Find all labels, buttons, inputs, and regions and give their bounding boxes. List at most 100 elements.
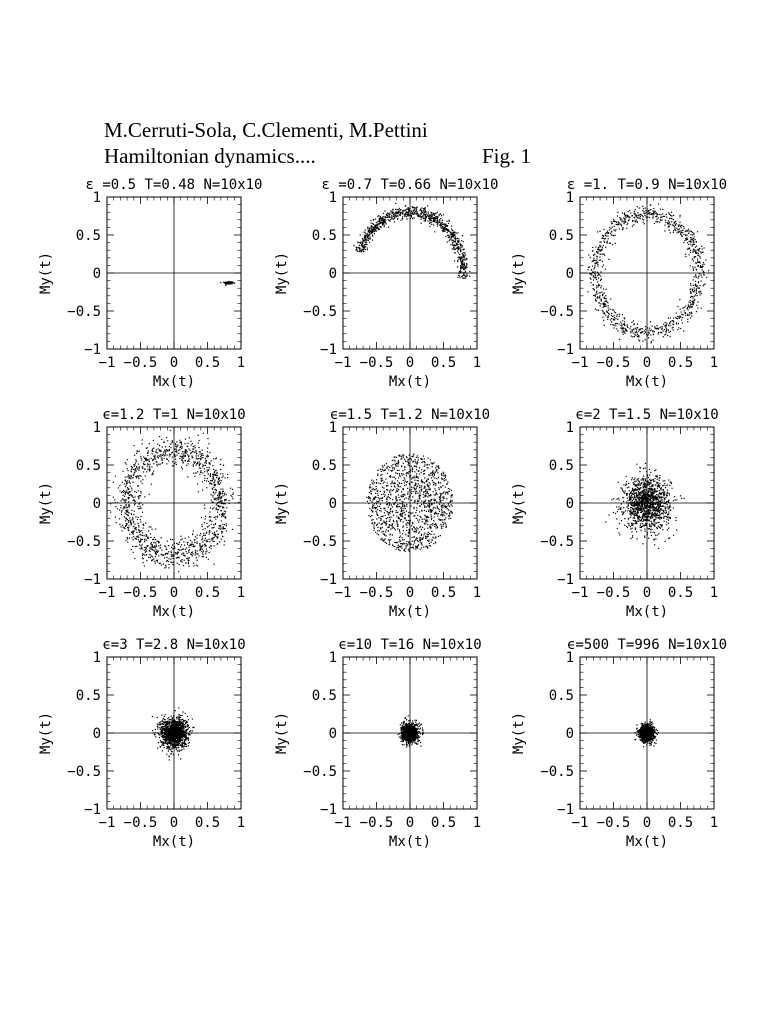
data-point (601, 247, 603, 249)
data-point (463, 269, 465, 271)
data-point (201, 536, 203, 538)
data-point (168, 558, 170, 560)
data-point (182, 564, 185, 567)
data-point (384, 538, 386, 540)
data-point (426, 545, 428, 547)
data-point (371, 488, 373, 491)
x-axis-label: Mx(t) (626, 374, 668, 390)
data-point (622, 328, 625, 330)
data-point (359, 234, 361, 236)
data-point (391, 470, 393, 472)
data-point (693, 233, 695, 235)
data-point (646, 219, 648, 222)
data-point (678, 228, 680, 230)
scatter-panel-5: ϵ=1.5 T=1.2 N=10x10−1 −0.5 0 0.5 1−1−0.500.5… (274, 407, 490, 620)
data-point (416, 215, 419, 217)
data-point (410, 546, 412, 549)
data-point (460, 262, 462, 264)
data-point (155, 542, 157, 544)
data-point (172, 548, 175, 550)
data-point (152, 545, 154, 548)
data-point (213, 484, 215, 486)
data-point (692, 302, 694, 304)
data-point (665, 221, 667, 223)
data-point (598, 302, 600, 304)
data-point (395, 496, 397, 499)
data-point (638, 330, 640, 332)
data-point (368, 230, 370, 232)
data-point (229, 487, 232, 489)
data-point (596, 297, 598, 299)
data-point (154, 545, 156, 547)
data-point (433, 218, 435, 220)
data-point (380, 483, 382, 485)
data-point (132, 530, 134, 532)
data-point (121, 481, 124, 483)
data-point (400, 509, 403, 511)
data-point (208, 516, 210, 518)
data-point (426, 539, 429, 542)
data-point (429, 526, 431, 528)
data-point (705, 259, 707, 261)
data-point (389, 490, 391, 492)
data-point (377, 223, 379, 226)
data-point (595, 291, 598, 293)
data-point (402, 209, 404, 212)
data-point (395, 208, 397, 210)
data-point (623, 217, 625, 219)
data-point (395, 498, 397, 500)
data-point (384, 514, 386, 517)
data-point (429, 511, 431, 513)
data-point (406, 529, 408, 532)
data-point (427, 520, 429, 523)
data-point (614, 312, 617, 314)
data-point (687, 228, 690, 230)
data-point (461, 262, 463, 264)
data-point (378, 498, 380, 500)
data-point (145, 548, 147, 550)
data-point (210, 494, 212, 496)
data-point (203, 532, 205, 535)
data-point (445, 228, 447, 230)
data-point (380, 226, 382, 228)
data-point (213, 473, 215, 476)
data-point (589, 256, 591, 259)
data-point (402, 462, 404, 464)
data-point (594, 271, 596, 273)
data-point (166, 559, 169, 562)
data-point (669, 213, 671, 215)
data-point (692, 279, 694, 281)
data-point (381, 539, 383, 541)
data-point (603, 253, 605, 255)
data-point (464, 271, 467, 273)
data-point (669, 323, 671, 325)
data-point (637, 215, 640, 217)
data-point (442, 499, 444, 501)
data-point (412, 217, 414, 220)
data-point (428, 488, 430, 491)
data-point (698, 291, 700, 293)
data-point (225, 284, 227, 287)
data-point (401, 545, 403, 547)
data-point (183, 553, 185, 555)
data-point (181, 458, 183, 461)
data-point (377, 497, 379, 499)
data-point (216, 471, 218, 473)
data-point (193, 546, 195, 548)
data-point (700, 266, 703, 268)
data-point (634, 209, 636, 211)
data-point (661, 326, 664, 328)
scatter-panel-2: ε =0.7 T=0.66 N=10x10−1 −0.5 0 0.5 1−1−0.500… (274, 177, 499, 390)
data-point (363, 248, 365, 250)
x-axis-label: Mx(t) (389, 374, 431, 390)
data-point (433, 516, 435, 518)
data-point (142, 523, 144, 526)
data-point (395, 510, 397, 512)
data-point (444, 522, 447, 524)
data-point (145, 457, 147, 459)
data-point (187, 550, 190, 552)
data-point (146, 550, 148, 552)
data-point (465, 259, 467, 261)
data-point (612, 220, 615, 222)
data-point (621, 212, 624, 214)
